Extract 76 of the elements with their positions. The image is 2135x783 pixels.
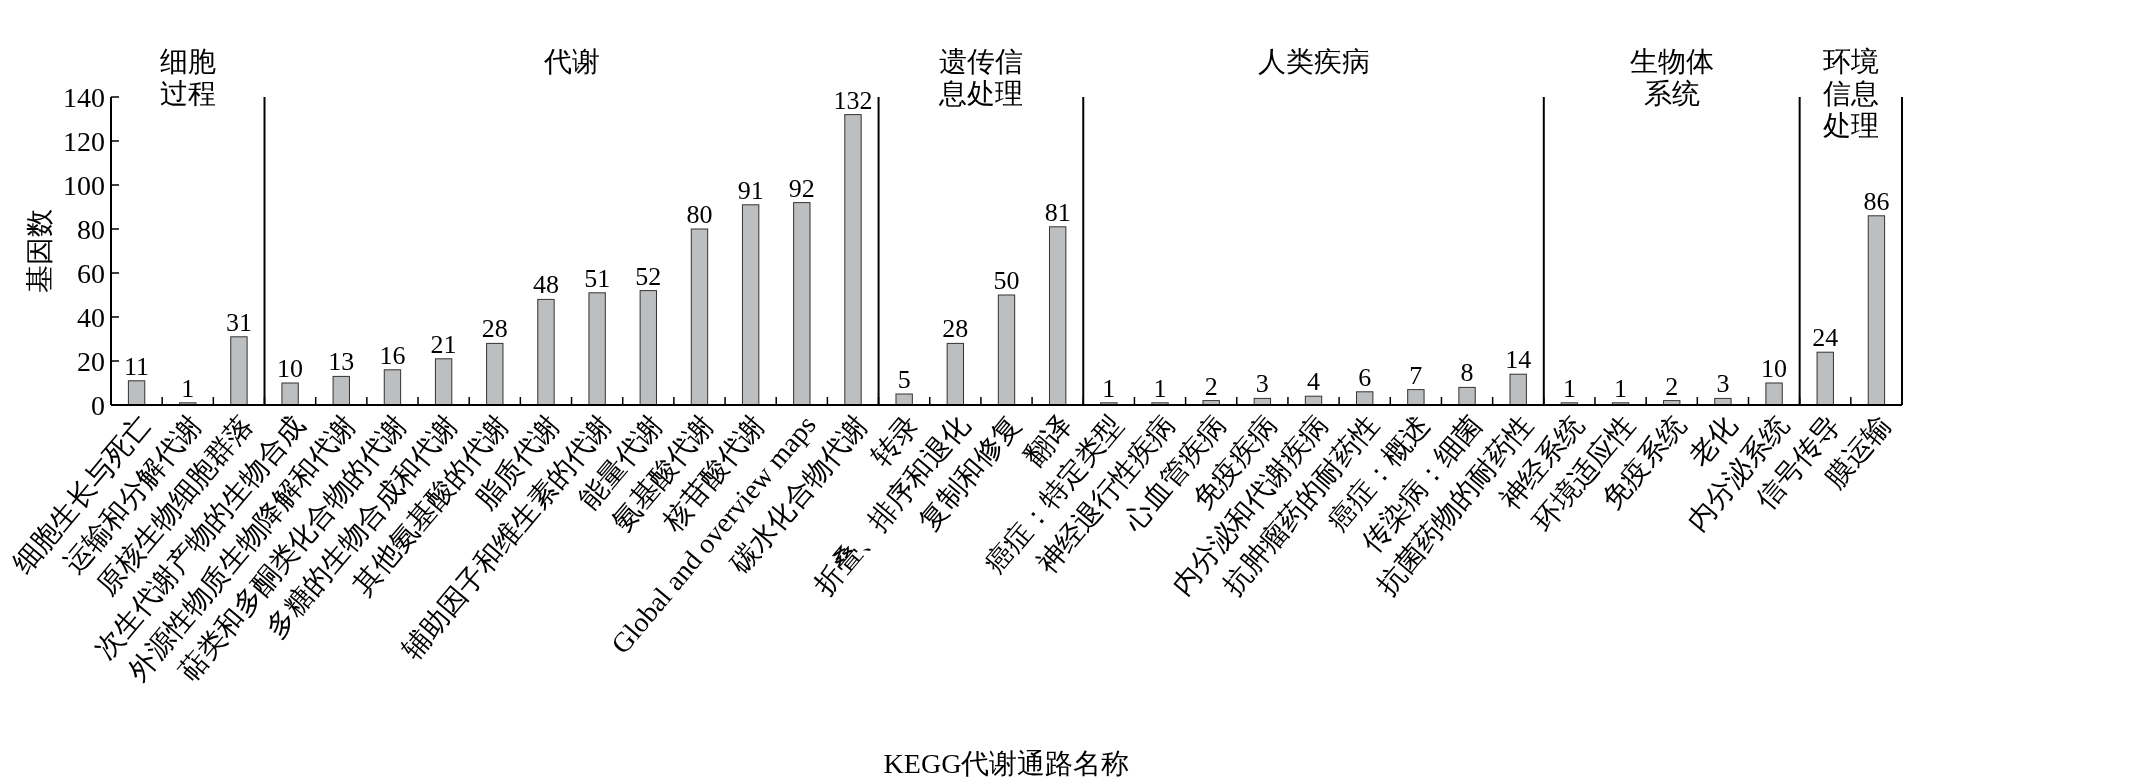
bar [281, 382, 299, 406]
data-label: 1 [1102, 373, 1116, 403]
data-label: 8 [1460, 358, 1474, 388]
data-label: 51 [584, 263, 611, 293]
data-label: 92 [788, 173, 815, 203]
bar [793, 202, 811, 406]
bar [895, 393, 913, 406]
annotation: 遗传信息处理 [937, 46, 1023, 109]
data-label: 21 [430, 329, 457, 359]
bar [1407, 389, 1425, 406]
text: 人类疾病 [1257, 46, 1370, 77]
bar [1509, 373, 1527, 406]
data-label: 14 [1505, 345, 1532, 375]
data-label: 6 [1358, 362, 1372, 392]
data-label: 5 [897, 365, 911, 394]
y-axis-title: 基因数 [24, 209, 55, 293]
y-tick-label: 20 [77, 345, 105, 377]
bar [844, 114, 862, 406]
data-label: 50 [993, 266, 1020, 295]
bar [639, 290, 657, 406]
data-label: 1 [1614, 373, 1628, 403]
bar [434, 358, 453, 406]
data-label: 2 [1204, 371, 1218, 401]
bar [690, 228, 709, 406]
y-tick-label: 0 [91, 389, 105, 421]
data-label: 48 [532, 270, 559, 300]
bar [127, 380, 146, 406]
data-label: 24 [1812, 323, 1839, 353]
data-label: 132 [833, 85, 873, 115]
bar [486, 342, 504, 406]
bar [741, 204, 760, 406]
data-label: 1 [181, 373, 195, 403]
bar [1816, 351, 1834, 406]
data-label: 4 [1307, 367, 1321, 397]
y-tick-label: 40 [77, 301, 105, 333]
data-label: 16 [379, 340, 406, 370]
data-label: 1 [1562, 373, 1576, 403]
bar [1765, 382, 1783, 406]
bar [332, 375, 350, 406]
bar [997, 294, 1016, 406]
y-tick-label: 60 [77, 257, 105, 289]
data-label: 28 [481, 314, 508, 344]
bar [588, 292, 606, 406]
annotation: 生物体系统 [1629, 46, 1714, 109]
bar [1356, 391, 1374, 406]
data-label: 10 [277, 354, 304, 383]
data-label: 3 [1716, 369, 1730, 399]
y-tick-label: 120 [63, 125, 105, 157]
data-label: 80 [686, 200, 713, 229]
data-label: 28 [942, 314, 969, 344]
text: 代谢 [542, 46, 600, 77]
data-label: 10 [1761, 354, 1788, 383]
data-label: 91 [737, 175, 764, 205]
data-label: 81 [1044, 197, 1071, 227]
data-label: 52 [635, 261, 662, 291]
data-label: 7 [1409, 360, 1423, 390]
data-label: 3 [1255, 369, 1269, 399]
annotation: 细胞过程 [159, 46, 216, 109]
data-label: 11 [124, 351, 150, 381]
bar [1458, 386, 1476, 406]
data-label: 2 [1665, 371, 1679, 401]
data-label: 13 [328, 347, 355, 377]
data-label: 31 [225, 307, 252, 337]
y-tick-label: 140 [63, 81, 105, 113]
data-label: 1 [1153, 373, 1167, 403]
bar [1867, 215, 1886, 406]
annotation: 环境信息处理 [1822, 46, 1879, 141]
data-label: 86 [1863, 186, 1890, 216]
y-tick-label: 100 [63, 169, 105, 201]
y-tick-label: 80 [77, 213, 105, 245]
bar [383, 369, 402, 406]
bar [537, 298, 555, 406]
x-axis-title: KEGG代谢通路名称 [883, 748, 1130, 779]
bar [1048, 226, 1067, 406]
bar [946, 342, 965, 406]
bar [230, 336, 248, 406]
